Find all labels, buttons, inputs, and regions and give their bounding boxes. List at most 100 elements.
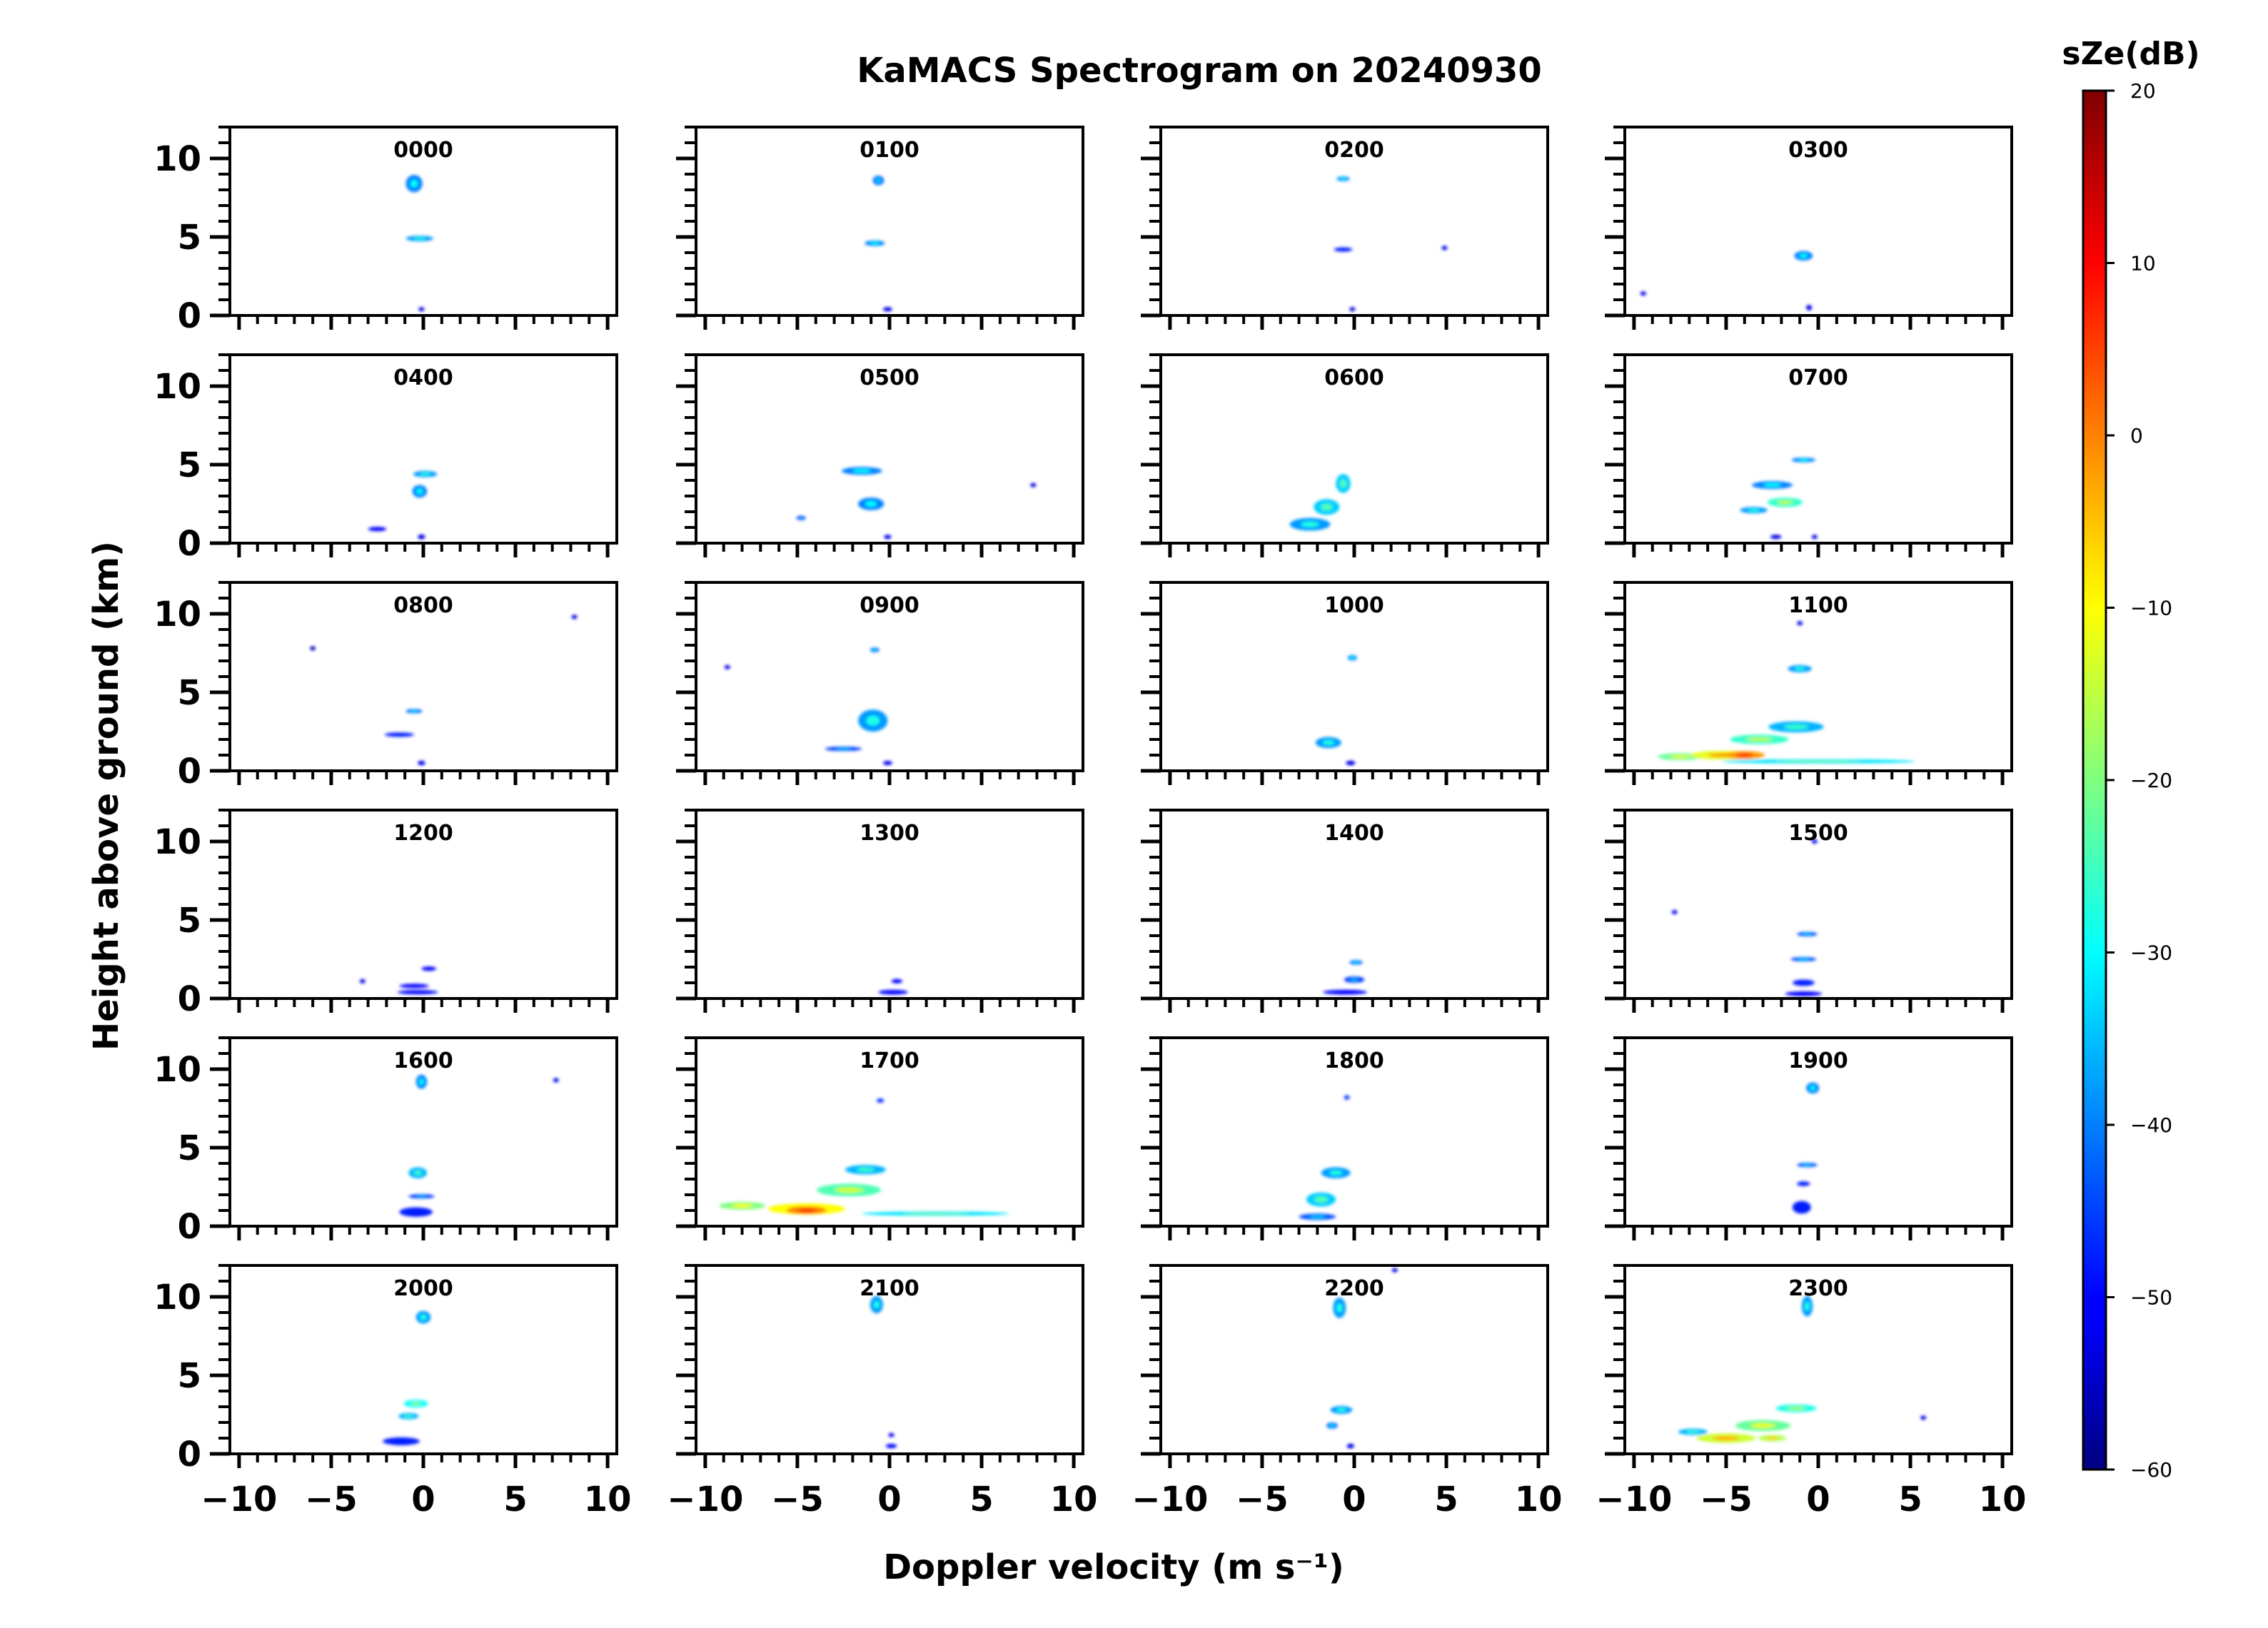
y-tick-label: 0 [178, 979, 201, 1019]
colorbar-tick-label: −60 [2130, 1458, 2172, 1482]
echo-core-2200-3 [1336, 1303, 1343, 1313]
echo-0200-2 [1334, 247, 1353, 252]
echo-0500-1 [884, 535, 892, 540]
y-tick-label: 0 [178, 1207, 201, 1247]
echo-core-2300-5 [1765, 1437, 1779, 1440]
panel-label: 0700 [1788, 365, 1848, 390]
panel-label: 1000 [1324, 593, 1384, 618]
panel-1400-echoes [1323, 960, 1368, 995]
echo-1100-0 [1797, 621, 1803, 626]
panel-label: 0100 [860, 138, 919, 163]
echo-1700-0 [876, 1098, 884, 1103]
y-tick-label: 0 [178, 296, 201, 336]
y-tick-label: 5 [178, 901, 201, 941]
panel-label: 0900 [860, 593, 919, 618]
panel-label: 0400 [393, 365, 453, 390]
echo-core-0200-3 [1340, 178, 1346, 181]
panel-label: 0300 [1788, 138, 1848, 163]
echo-0800-3 [384, 732, 415, 737]
echo-core-2000-1 [420, 1314, 427, 1320]
x-tick-label: 5 [503, 1480, 527, 1520]
echo-core-2000-3 [410, 1402, 422, 1406]
panel-label: 1600 [393, 1048, 453, 1073]
y-tick-label: 5 [178, 1128, 201, 1168]
panel-0400-echoes [368, 470, 438, 540]
x-tick-label: −10 [667, 1480, 743, 1520]
panel-0900: 0900 [676, 581, 1084, 785]
panel-1600: 1600 0 5 10 [153, 1036, 618, 1247]
echo-core-1100-2 [1783, 724, 1809, 729]
chart-title: KaMACS Spectrogram on 20240930 [857, 51, 1542, 91]
echo-core-1900-3 [1810, 1085, 1816, 1091]
y-tick-label: 5 [178, 445, 201, 485]
echo-core-0400-3 [420, 472, 431, 476]
panel-1200-echoes [359, 966, 438, 995]
y-tick-label: 5 [178, 1356, 201, 1396]
colorbar-tick-label: 10 [2130, 252, 2156, 275]
echo-core-2000-2 [403, 1415, 413, 1418]
echo-1800-0 [1344, 1095, 1350, 1100]
colorbar-gradient [2082, 89, 2107, 1471]
echo-0900-1 [882, 761, 892, 765]
panel-2200-echoes [1326, 1268, 1398, 1449]
panel-label: 0500 [860, 365, 919, 390]
echo-core-1500-5 [1798, 958, 1810, 961]
echo-core-0700-3 [1763, 483, 1782, 487]
panel-0100: 0100 [676, 126, 1084, 330]
echo-2100-0 [888, 1432, 894, 1437]
panel-label: 1300 [860, 821, 919, 846]
panel-label: 0600 [1324, 365, 1384, 390]
echo-0200-1 [1349, 307, 1356, 312]
echo-core-0700-5 [1777, 500, 1793, 505]
echo-core-0100-1 [876, 178, 881, 183]
echo-core-2300-2 [1686, 1430, 1700, 1434]
echo-core-1700-6 [797, 1208, 816, 1213]
echo-core-1100-3 [1775, 760, 1862, 763]
panel-2000: 2000 0 5 10 −10 −5 0 5 10 [153, 1264, 631, 1520]
echo-0700-0 [1770, 535, 1782, 540]
colorbar-tick-label: 0 [2130, 424, 2143, 448]
echo-core-1700-2 [902, 1213, 969, 1215]
echo-core-1100-1 [1794, 667, 1805, 671]
echo-core-1000-2 [1322, 739, 1334, 745]
x-tick-label: −10 [1596, 1480, 1672, 1520]
echo-0300-1 [1806, 305, 1813, 310]
echo-0800-0 [310, 646, 316, 651]
echo-core-0600-1 [1339, 479, 1347, 488]
echo-core-1100-4 [1745, 737, 1773, 742]
x-tick-label: −5 [305, 1480, 358, 1520]
echo-1200-2 [399, 984, 429, 989]
echo-2100-1 [885, 1444, 897, 1448]
colorbar-tick-label: −20 [2130, 769, 2172, 792]
echo-2300-0 [1920, 1415, 1927, 1420]
echo-0900-0 [724, 664, 730, 669]
panel-2100: 2100 −10 −5 0 5 10 [667, 1264, 1098, 1520]
y-tick-label: 10 [153, 595, 201, 634]
echo-0100-0 [882, 307, 892, 312]
panel-0600: 0600 [1141, 353, 1549, 557]
echo-1600-1 [399, 1207, 433, 1217]
panel-0500-echoes [796, 467, 1037, 540]
panel-label: 0200 [1324, 138, 1384, 163]
panel-1100-echoes [1658, 621, 1915, 764]
echo-core-1800-3 [1314, 1196, 1328, 1203]
x-tick-label: 10 [1050, 1480, 1098, 1520]
panel-2100-echoes [870, 1295, 897, 1448]
echo-core-1100-5 [1670, 754, 1690, 759]
panel-1700-echoes [719, 1098, 1009, 1216]
echo-1400-0 [1323, 989, 1368, 995]
x-tick-label: 5 [1898, 1480, 1922, 1520]
y-axis-label: Height above ground (km) [86, 541, 126, 1051]
echo-core-0900-4 [866, 715, 880, 726]
echo-1500-3 [1792, 979, 1815, 986]
panel-2300-echoes [1678, 1295, 1927, 1443]
echo-core-0100-2 [870, 242, 880, 245]
echo-core-0700-2 [1798, 458, 1809, 461]
y-tick-label: 0 [178, 524, 201, 564]
y-tick-label: 10 [153, 139, 201, 179]
x-tick-label: 10 [1979, 1480, 2027, 1520]
panel-0000-echoes [405, 175, 434, 312]
y-tick-label: 10 [153, 1050, 201, 1090]
colorbar-tick-label: −10 [2130, 597, 2172, 620]
